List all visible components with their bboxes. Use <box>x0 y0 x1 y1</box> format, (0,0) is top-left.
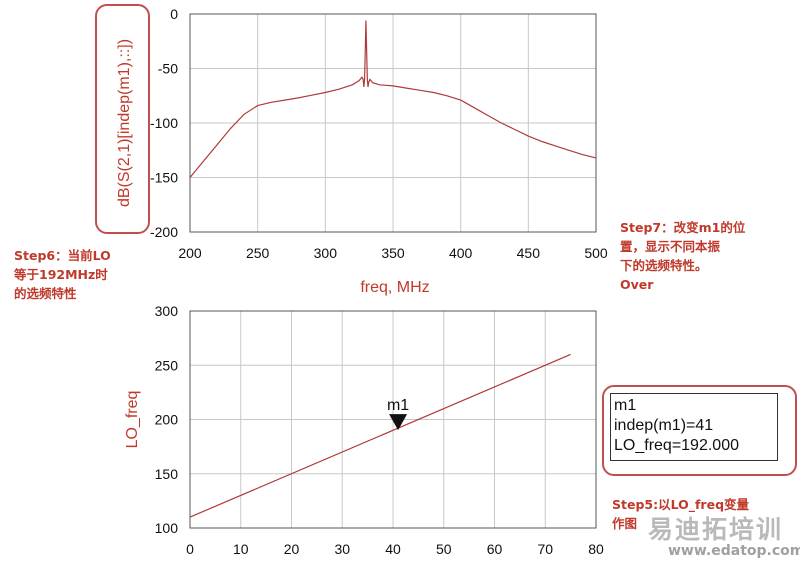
plot-frame <box>189 13 597 233</box>
x-tick-label: 250 <box>246 245 270 261</box>
watermark-url: www.edatop.com <box>668 543 800 559</box>
x-tick-label: 40 <box>385 541 401 557</box>
x-tick-label: 300 <box>314 245 338 261</box>
x-tick-label: 20 <box>284 541 300 557</box>
marker-readout-name: m1 <box>614 397 637 414</box>
x-tick-label: 60 <box>487 541 503 557</box>
y-tick-label: 300 <box>155 303 179 319</box>
y-tick-label: 200 <box>155 412 179 428</box>
y-tick-label: -50 <box>158 61 178 77</box>
x-tick-label: 450 <box>517 245 541 261</box>
watermark-brand: 易迪拓培训 <box>648 515 784 544</box>
marker-readout-value: LO_freq=192.000 <box>614 437 739 454</box>
x-tick-label: 70 <box>537 541 553 557</box>
ylabel-callout-frame <box>95 4 150 234</box>
y-tick-label: 250 <box>155 357 179 373</box>
x-tick-label: 350 <box>381 245 405 261</box>
plot-1 <box>189 13 597 233</box>
series-line <box>189 20 597 178</box>
y-axis-label: LO_freq <box>124 391 141 449</box>
x-tick-label: 80 <box>588 541 604 557</box>
marker-readout-box[interactable]: m1 indep(m1)=41 LO_freq=192.000 <box>610 393 778 461</box>
marker-readout-indep: indep(m1)=41 <box>614 417 714 434</box>
y-tick-label: -150 <box>150 170 178 186</box>
x-tick-label: 0 <box>186 541 194 557</box>
y-tick-label: -200 <box>150 224 178 240</box>
marker-callout-frame <box>602 385 797 476</box>
x-axis-label: freq, MHz <box>360 279 429 296</box>
x-tick-label: 200 <box>178 245 202 261</box>
series-line <box>189 353 571 518</box>
x-tick-label: 10 <box>233 541 249 557</box>
y-tick-label: 150 <box>155 466 179 482</box>
x-tick-label: 50 <box>436 541 452 557</box>
x-tick-label: 400 <box>449 245 473 261</box>
plot-frame <box>189 310 597 529</box>
step5-annotation: Step5:以LO_freq变量 作图 <box>612 497 750 531</box>
x-tick-label: 30 <box>334 541 350 557</box>
step6-annotation: Step6：当前LO 等于192MHz时 的选频特性 <box>14 248 111 301</box>
step7-annotation: Step7：改变m1的位 置，显示不同本振 下的选频特性。 Over <box>620 220 746 292</box>
marker-triangle <box>389 414 408 431</box>
y-tick-label: 0 <box>170 6 178 22</box>
y-tick-label: 100 <box>155 520 179 536</box>
y-axis-label: dB(S(2,1)[indep(m1),::]) <box>116 39 133 207</box>
marker-label: m1 <box>387 397 409 414</box>
plot-2 <box>189 310 597 529</box>
x-tick-label: 500 <box>584 245 608 261</box>
y-tick-label: -100 <box>150 115 178 131</box>
